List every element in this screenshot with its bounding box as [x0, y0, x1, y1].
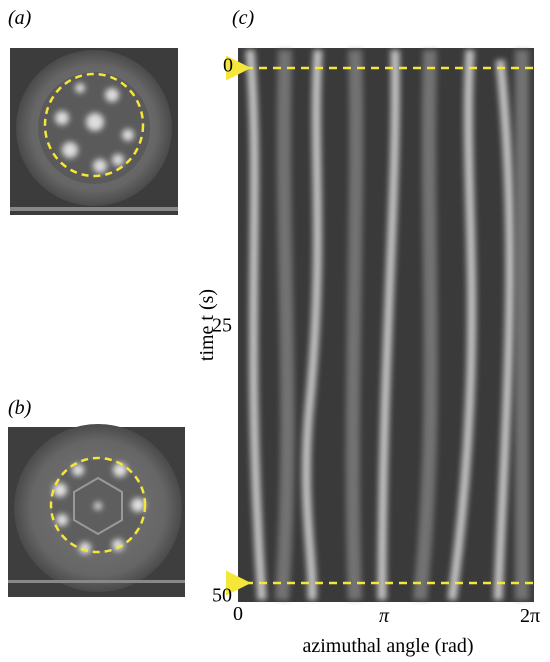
x-tick-label: 0 — [233, 603, 243, 625]
image-c — [226, 48, 534, 602]
panel-label: (b) — [8, 397, 32, 419]
y-tick-label: 0 — [223, 55, 233, 77]
y-tick-label: 50 — [212, 585, 232, 607]
x-axis-label: azimuthal angle (rad) — [302, 635, 473, 657]
image-b — [8, 424, 185, 597]
y-axis-label: time t (s) — [196, 289, 218, 361]
y-tick-label: 25 — [212, 315, 232, 337]
x-tick-label: π — [379, 605, 390, 627]
panel-label: (a) — [8, 7, 32, 29]
image-a — [10, 48, 178, 215]
panel-label: (c) — [232, 7, 255, 29]
x-tick-label: 2π — [520, 605, 540, 627]
